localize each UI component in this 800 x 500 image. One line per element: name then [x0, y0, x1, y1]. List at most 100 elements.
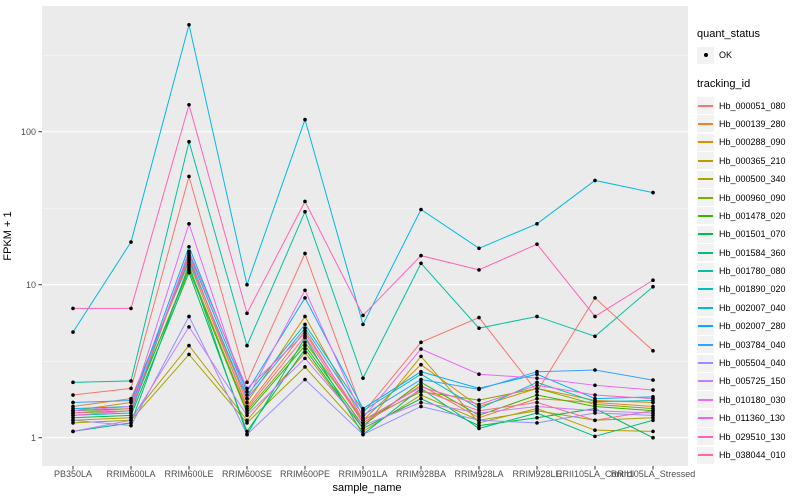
data-point	[245, 386, 249, 391]
data-point	[361, 423, 365, 428]
data-point	[477, 426, 481, 431]
legend-entry-label: Hb_001780_080	[719, 266, 786, 277]
legend-entry-tracking-id: Hb_001584_360	[697, 244, 799, 262]
data-point	[245, 432, 249, 437]
legend-entry-tracking-id: Hb_001780_080	[697, 262, 799, 280]
x-tick-label: RRIM901LA	[338, 469, 388, 479]
legend-entry-label: OK	[719, 50, 733, 61]
legend-key	[697, 354, 714, 372]
data-point	[419, 207, 423, 212]
data-point	[593, 334, 597, 339]
data-point	[71, 306, 75, 311]
legend-section-quant-status: quant_status OK	[697, 28, 799, 64]
data-point	[535, 380, 539, 385]
data-point	[535, 369, 539, 374]
data-point	[535, 404, 539, 409]
data-point	[129, 379, 133, 383]
data-point	[129, 406, 133, 411]
data-point	[477, 268, 481, 272]
legend-key	[697, 133, 714, 151]
legend-entry-tracking-id: Hb_000139_280	[697, 115, 799, 133]
legend-entry-tracking-id: Hb_029510_130	[697, 427, 799, 446]
legend-key	[697, 207, 714, 225]
data-point	[187, 22, 191, 27]
legend-entry-label: Hb_029510_130	[719, 431, 786, 442]
data-point	[303, 251, 307, 256]
data-point	[303, 209, 307, 214]
data-point	[477, 398, 481, 402]
data-point	[361, 415, 365, 420]
data-point	[593, 396, 597, 401]
x-tick-label: RRIM928LE	[512, 469, 562, 479]
data-point	[129, 306, 133, 311]
data-point	[303, 340, 307, 345]
x-tick-label: RRIM928BA	[395, 469, 447, 479]
line-swatch-icon	[698, 104, 713, 107]
x-tick-label: RRII105LA_Control	[555, 469, 635, 479]
legend-key	[697, 391, 714, 409]
data-point	[245, 429, 249, 434]
y-tick-label: 10	[25, 279, 36, 290]
legend-entry-label: Hb_002007_040	[719, 302, 786, 313]
legend-entry-tracking-id: Hb_001890_020	[697, 280, 799, 298]
line-swatch-icon	[698, 270, 713, 273]
line-swatch-icon	[698, 398, 713, 401]
data-point	[303, 347, 307, 351]
legend-entry-label: Hb_001584_360	[719, 247, 786, 258]
data-point	[187, 174, 191, 179]
data-point	[419, 261, 423, 266]
data-point	[419, 377, 423, 382]
legend-entry-tracking-id: Hb_011360_130	[697, 409, 799, 427]
data-point	[651, 284, 655, 289]
y-tick-label: 100	[20, 126, 36, 137]
data-point	[129, 423, 133, 428]
data-point	[71, 411, 75, 415]
data-point	[187, 343, 191, 348]
data-point	[535, 376, 539, 380]
data-point	[593, 314, 597, 319]
data-point	[593, 434, 597, 439]
data-point	[129, 398, 133, 403]
data-point	[593, 418, 597, 423]
data-point	[187, 258, 191, 262]
data-point	[361, 406, 365, 411]
data-point	[477, 387, 481, 392]
data-point	[593, 383, 597, 388]
legend: quant_status OK tracking_id Hb_000051_08…	[697, 28, 799, 478]
data-point	[593, 428, 597, 432]
data-point	[187, 249, 191, 254]
data-point	[245, 393, 249, 397]
data-point	[419, 347, 423, 351]
data-point	[419, 404, 423, 409]
data-point	[187, 352, 191, 357]
y-axis-title: FPKM + 1	[2, 211, 14, 261]
legend-key	[697, 152, 714, 170]
legend-entry-label: Hb_000500_340	[719, 174, 786, 185]
data-point	[187, 314, 191, 319]
line-swatch-icon	[698, 196, 713, 199]
legend-items-tracking-id: Hb_000051_080 Hb_000139_280 Hb_000288_090 H…	[697, 96, 799, 464]
data-point	[303, 328, 307, 333]
data-point	[477, 421, 481, 425]
x-axis-title: sample_name	[332, 482, 402, 494]
data-point	[71, 330, 75, 334]
data-point	[651, 418, 655, 423]
data-point	[303, 365, 307, 369]
data-point	[651, 278, 655, 283]
data-point	[535, 389, 539, 394]
data-point	[187, 244, 191, 249]
data-point	[535, 372, 539, 377]
y-tick-label: 1	[30, 432, 36, 443]
line-swatch-icon	[698, 178, 713, 181]
data-point	[593, 408, 597, 413]
data-point	[187, 325, 191, 329]
data-point	[303, 343, 307, 348]
data-point	[71, 380, 75, 385]
data-point	[419, 362, 423, 367]
line-swatch-icon	[698, 343, 713, 346]
line-swatch-icon	[698, 159, 713, 162]
legend-key	[697, 244, 714, 262]
data-point	[361, 376, 365, 380]
data-point	[303, 350, 307, 355]
